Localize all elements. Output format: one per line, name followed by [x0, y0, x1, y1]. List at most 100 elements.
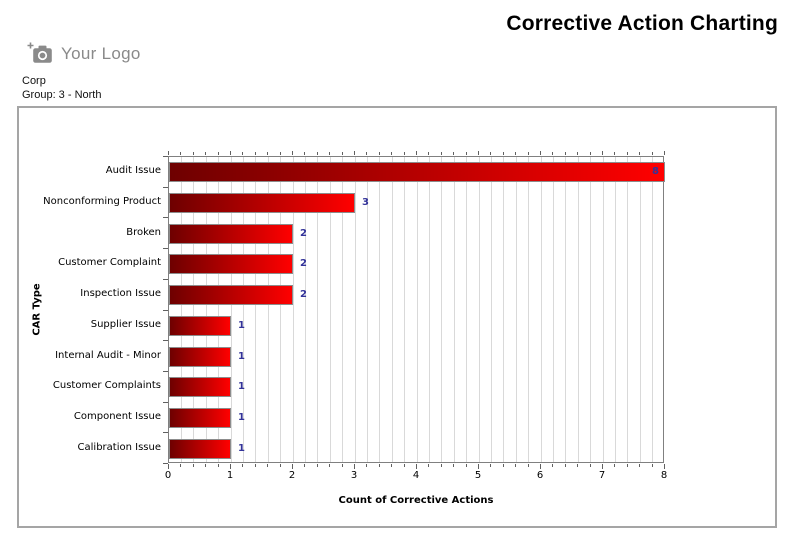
gridline — [267, 157, 269, 462]
y-axis-tick — [163, 217, 168, 219]
gridline — [317, 157, 319, 462]
page-title: Corrective Action Charting — [506, 12, 778, 35]
y-axis-tick — [163, 463, 168, 464]
gridline — [218, 157, 220, 462]
x-axis-top-tick — [639, 152, 641, 155]
gridline — [255, 157, 257, 462]
x-axis-tick-label: 0 — [164, 470, 172, 481]
gridline — [292, 157, 294, 462]
x-axis-top-tick — [205, 152, 207, 155]
y-axis-tick — [163, 186, 168, 188]
x-axis-tick — [651, 464, 653, 467]
x-axis-top-tick — [354, 151, 355, 155]
x-axis-tick — [626, 464, 628, 467]
category-label: Calibration Issue — [77, 441, 161, 453]
gridline — [242, 157, 244, 462]
gridline — [404, 157, 406, 462]
gridline — [515, 157, 517, 462]
bar — [169, 162, 665, 183]
bar-value-label: 1 — [238, 381, 245, 393]
x-axis-tick — [453, 464, 455, 467]
x-axis-tick-label: 3 — [350, 470, 358, 481]
gridline — [280, 157, 282, 462]
x-axis-tick — [341, 464, 343, 467]
bar — [169, 223, 293, 244]
x-axis-tick — [180, 464, 182, 467]
gridline — [565, 157, 567, 462]
x-axis-tick — [664, 464, 665, 469]
gridline — [552, 157, 554, 462]
category-label: Audit Issue — [105, 165, 161, 177]
x-axis-tick — [217, 464, 219, 467]
bar — [169, 193, 355, 214]
x-axis-top-tick — [614, 152, 616, 155]
x-axis-tick — [254, 464, 256, 467]
x-axis-tick — [527, 464, 529, 467]
x-axis-top-tick — [664, 151, 665, 155]
x-axis-tick — [391, 464, 393, 467]
gridline — [441, 157, 443, 462]
x-axis-top-tick — [564, 152, 566, 155]
y-axis-tick — [163, 278, 168, 280]
gridline — [590, 157, 592, 462]
x-axis-tick — [416, 464, 417, 469]
org-label: Corp — [22, 75, 46, 87]
x-axis-tick — [279, 464, 281, 467]
x-axis-top-tick — [192, 152, 194, 155]
bar — [169, 346, 231, 367]
x-axis-top-tick — [217, 152, 219, 155]
gridline — [627, 157, 629, 462]
plot-area: 8 3 2 2 2 1 1 1 1 1 — [168, 156, 665, 463]
x-axis-tick — [267, 464, 269, 467]
bar-value-label: 2 — [300, 227, 307, 239]
x-axis-tick — [478, 464, 479, 469]
x-axis-tick-label: 5 — [474, 470, 482, 481]
y-axis-tick — [163, 248, 168, 250]
x-axis-tick — [564, 464, 566, 467]
gridline — [180, 157, 182, 462]
category-label: Internal Audit - Minor — [55, 349, 161, 361]
bar-value-label: 1 — [238, 319, 245, 331]
x-axis-top-tick — [515, 152, 517, 155]
x-axis-tick — [614, 464, 616, 467]
gridline — [391, 157, 393, 462]
x-axis-top-tick — [428, 152, 430, 155]
category-label: Customer Complaint — [58, 257, 161, 269]
gridline — [428, 157, 430, 462]
gridline — [540, 157, 542, 462]
x-axis-tick-label: 4 — [412, 470, 420, 481]
gridline — [490, 157, 492, 462]
y-axis-tick — [163, 432, 168, 434]
category-label: Supplier Issue — [90, 318, 161, 330]
x-axis-top-tick — [440, 152, 442, 155]
gridline — [639, 157, 641, 462]
x-axis-tick-label: 6 — [536, 470, 544, 481]
bar — [169, 377, 231, 398]
gridline — [528, 157, 530, 462]
x-axis-top-tick — [416, 151, 417, 155]
gridline — [354, 157, 356, 462]
group-label: Group: 3 - North — [22, 89, 102, 101]
x-axis-top-tick — [577, 152, 579, 155]
bar-value-label: 3 — [362, 197, 369, 209]
logo-placeholder-text: Your Logo — [61, 44, 141, 63]
x-axis-tick — [354, 464, 355, 469]
x-axis-tick-label: 7 — [598, 470, 606, 481]
x-axis-tick-label: 2 — [288, 470, 296, 481]
x-axis-tick — [552, 464, 554, 467]
gridline — [577, 157, 579, 462]
bar — [169, 438, 231, 459]
bar — [169, 315, 231, 336]
x-axis-top-tick — [453, 152, 455, 155]
y-axis-tick — [163, 401, 168, 403]
x-axis-title: Count of Corrective Actions — [338, 495, 494, 506]
gridline — [614, 157, 616, 462]
bar-value-label: 2 — [300, 289, 307, 301]
category-label: Component Issue — [73, 410, 161, 422]
x-axis-top-tick — [540, 151, 541, 155]
x-axis-top-tick — [279, 152, 281, 155]
gridline — [503, 157, 505, 462]
x-axis-top-tick — [267, 152, 269, 155]
gridline — [304, 157, 306, 462]
gridline — [416, 157, 418, 462]
